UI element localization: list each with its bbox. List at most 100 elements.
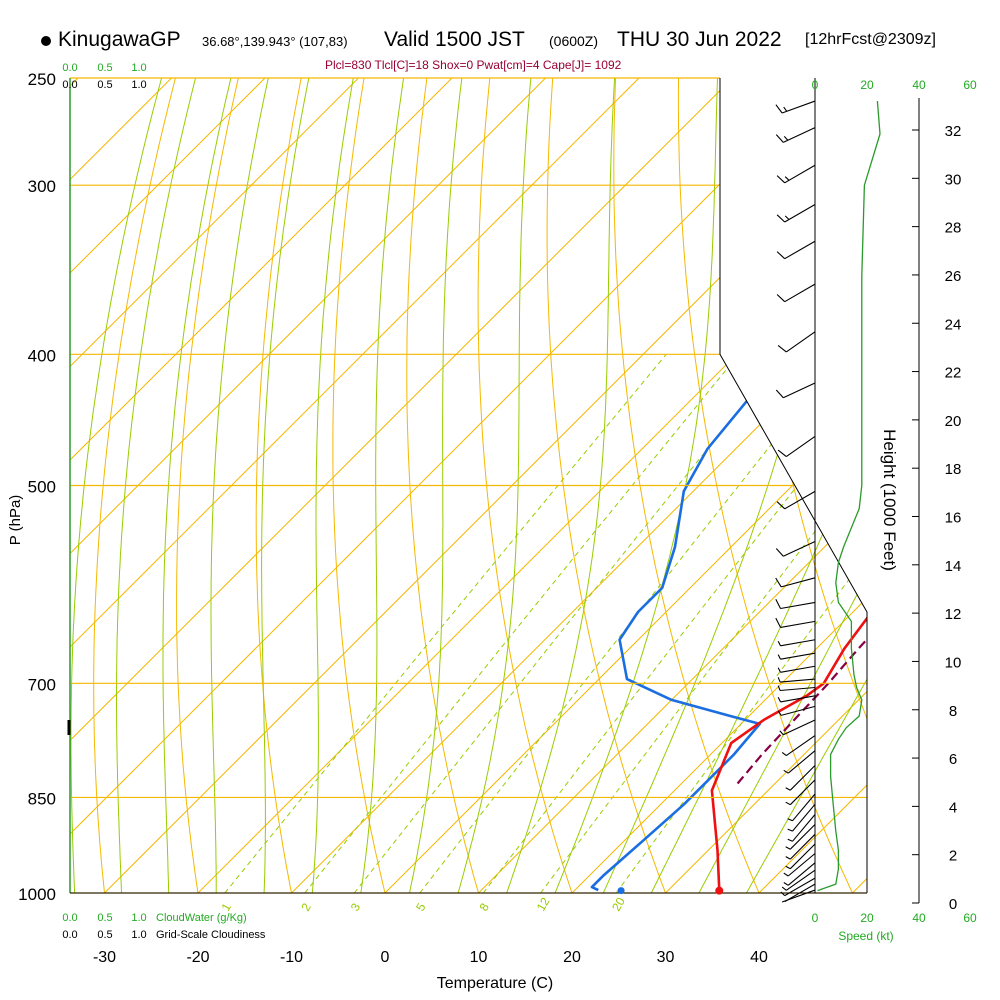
wind-barb (775, 127, 816, 143)
moist-adiabat-line (70, 78, 166, 893)
moist-adiabat-line (309, 78, 356, 893)
wind-barb (776, 164, 816, 184)
pressure-tick-label: 1000 (18, 885, 56, 904)
wind-barb (775, 100, 816, 114)
temperature-tick-label: 20 (563, 949, 581, 966)
stability-indices: Plcl=830 Tlcl[C]=18 Shox=0 Pwat[cm]=4 Ca… (325, 58, 622, 72)
moist-adiabat-line (729, 78, 867, 893)
pressure-tick-label: 700 (28, 675, 56, 694)
moist-adiabat-line (496, 78, 616, 893)
isotherm-line (70, 78, 453, 893)
pressure-tick-label: 500 (28, 478, 56, 497)
forecast-label: [12hrFcst@2309z] (805, 31, 936, 48)
pressure-tick-label: 300 (28, 177, 56, 196)
cloudwater-axis-label: CloudWater (g/Kg) (156, 912, 247, 924)
temperature-tick-label: 30 (657, 949, 675, 966)
cloudiness-scale-bottom-label: 0.5 (97, 929, 112, 941)
isotherm-line (852, 78, 867, 893)
wind-barb (783, 750, 816, 774)
wind-barb (777, 705, 816, 716)
temperature-tick-label: -30 (93, 949, 116, 966)
cloudiness-scale-top-label: 1.0 (131, 79, 146, 91)
pressure-tick-label: 250 (28, 70, 56, 89)
moist-adiabat-line (449, 78, 533, 893)
station-name: KinugawaGP (58, 28, 181, 51)
dry-adiabat-line (332, 78, 393, 893)
mixing-ratio-line (615, 353, 867, 893)
wind-barb (784, 883, 816, 903)
cloudwater-scale-bottom-label: 0.0 (62, 912, 77, 924)
cloudwater-scale-top-label: 0.0 (62, 62, 77, 74)
temperature-axis-label: Temperature (C) (437, 975, 553, 992)
moist-adiabat-line (162, 78, 235, 893)
dry-adiabat-line (176, 78, 245, 893)
surface-dewpoint-dot (617, 887, 625, 895)
wind-barb (785, 843, 816, 870)
height-tick-label: 8 (949, 703, 957, 720)
temperature-tick-label: 0 (381, 949, 390, 966)
moist-adiabat-line (210, 78, 272, 893)
height-tick-label: 14 (945, 558, 962, 575)
wind-barb (783, 862, 816, 886)
wind-barb (785, 824, 816, 850)
speed-tick-label-bottom: 40 (912, 911, 926, 925)
moist-adiabat-line (355, 78, 406, 893)
moist-adiabat-line (683, 78, 867, 893)
wind-barb (785, 765, 816, 791)
mixing-ratio-label: 2 (298, 900, 314, 913)
wind-barb (775, 617, 816, 628)
dry-adiabat-line (93, 78, 183, 893)
dry-adiabat-line (255, 78, 307, 893)
wind-barb (787, 793, 816, 822)
wind-barb (776, 240, 816, 260)
height-tick-label: 26 (945, 268, 962, 285)
temperature-tick-label: -10 (280, 949, 303, 966)
moist-adiabat-line (636, 78, 867, 893)
height-tick-label: 30 (945, 171, 962, 188)
dry-adiabat-line (990, 54, 1000, 922)
wind-barb (775, 541, 816, 557)
height-tick-label: 32 (945, 123, 962, 140)
speed-tick-label-bottom: 60 (963, 911, 977, 925)
height-tick-label: 0 (949, 896, 957, 913)
wind-barb (781, 869, 816, 891)
pressure-tick-label: 400 (28, 346, 56, 365)
temperature-tick-label: 40 (750, 949, 768, 966)
parcel-profile-line (736, 111, 867, 785)
temperature-profile-line (710, 111, 867, 891)
height-tick-label: 12 (945, 606, 962, 623)
wind-barb (777, 677, 816, 683)
wind-barb (777, 331, 816, 353)
height-tick-label: 28 (945, 220, 962, 237)
surface-temperature-dot (715, 886, 724, 895)
moist-adiabat-line (542, 78, 719, 893)
mixing-ratio-line (224, 353, 667, 893)
moist-adiabat-line (402, 78, 464, 893)
wind-barb (779, 719, 816, 736)
isotherm-line (665, 78, 867, 893)
wind-barb (775, 598, 816, 610)
dry-adiabat-line (406, 78, 488, 893)
wind-barb (777, 695, 816, 703)
cloudiness-axis-label: Grid-Scale Cloudiness (156, 929, 266, 941)
height-tick-label: 22 (945, 365, 962, 382)
mixing-ratio-label: 12 (534, 895, 553, 914)
wind-barb (787, 803, 816, 832)
dry-adiabat-line (613, 78, 772, 893)
wind-barb (783, 853, 816, 877)
background-lines (70, 54, 1000, 922)
height-tick-label: 18 (945, 461, 962, 478)
station-marker-dot (41, 36, 51, 46)
height-tick-label: 16 (945, 510, 962, 527)
height-tick-label: 2 (949, 848, 957, 865)
wind-barb (777, 685, 816, 692)
temperature-tick-label: 10 (470, 949, 488, 966)
cloudiness-scale-bottom-label: 0.0 (62, 929, 77, 941)
moist-adiabat-line (116, 78, 199, 893)
isotherm-line (70, 78, 266, 893)
speed-tick-label-bottom: 0 (812, 911, 819, 925)
mixing-ratio-label: 5 (413, 900, 429, 913)
isotherm-line (478, 78, 867, 893)
speed-tick-label-top: 60 (963, 78, 977, 92)
cloudwater-scale-top-label: 0.5 (97, 62, 112, 74)
